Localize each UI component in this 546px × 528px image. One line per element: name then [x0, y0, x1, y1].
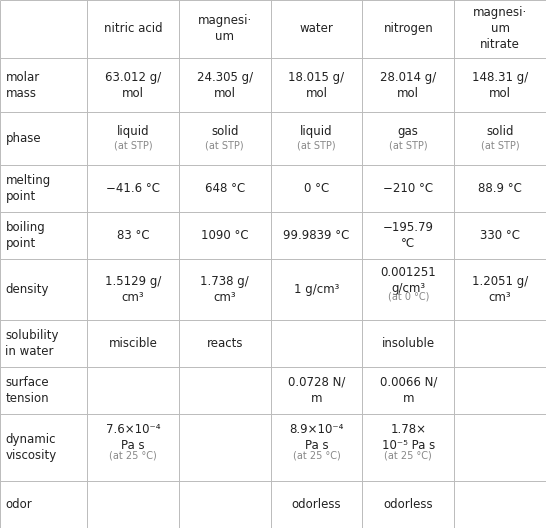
- Text: (at STP): (at STP): [297, 140, 336, 150]
- Text: (at 25 °C): (at 25 °C): [109, 450, 157, 460]
- Text: molar
mass: molar mass: [5, 71, 40, 100]
- Text: 648 °C: 648 °C: [205, 182, 245, 195]
- Text: odorless: odorless: [292, 498, 341, 511]
- Text: magnesi·
um
nitrate: magnesi· um nitrate: [473, 6, 527, 51]
- Text: 83 °C: 83 °C: [117, 229, 149, 242]
- Text: 0 °C: 0 °C: [304, 182, 329, 195]
- Text: nitric acid: nitric acid: [104, 22, 162, 35]
- Text: solubility
in water: solubility in water: [5, 329, 59, 358]
- Text: −41.6 °C: −41.6 °C: [106, 182, 160, 195]
- Text: magnesi·
um: magnesi· um: [198, 14, 252, 43]
- Text: 0.0066 N/
m: 0.0066 N/ m: [379, 376, 437, 405]
- Text: (at 25 °C): (at 25 °C): [293, 450, 340, 460]
- Text: 88.9 °C: 88.9 °C: [478, 182, 522, 195]
- Text: (at 0 °C): (at 0 °C): [388, 291, 429, 301]
- Text: 1.738 g/
cm³: 1.738 g/ cm³: [200, 275, 249, 304]
- Text: reacts: reacts: [206, 337, 243, 350]
- Text: solid: solid: [486, 125, 514, 138]
- Text: solid: solid: [211, 125, 239, 138]
- Text: 24.305 g/
mol: 24.305 g/ mol: [197, 71, 253, 100]
- Text: 1.78×
10⁻⁵ Pa s: 1.78× 10⁻⁵ Pa s: [382, 423, 435, 452]
- Text: insoluble: insoluble: [382, 337, 435, 350]
- Text: (at STP): (at STP): [114, 140, 152, 150]
- Text: density: density: [5, 283, 49, 296]
- Text: 0.001251
g/cm³: 0.001251 g/cm³: [381, 266, 436, 295]
- Text: 148.31 g/
mol: 148.31 g/ mol: [472, 71, 528, 100]
- Text: phase: phase: [5, 132, 41, 145]
- Text: odorless: odorless: [383, 498, 433, 511]
- Text: 330 °C: 330 °C: [480, 229, 520, 242]
- Text: boiling
point: boiling point: [5, 221, 45, 250]
- Text: water: water: [300, 22, 334, 35]
- Text: 63.012 g/
mol: 63.012 g/ mol: [105, 71, 161, 100]
- Text: (at STP): (at STP): [205, 140, 244, 150]
- Text: odor: odor: [5, 498, 32, 511]
- Text: 7.6×10⁻⁴
Pa s: 7.6×10⁻⁴ Pa s: [105, 423, 160, 452]
- Text: 1.2051 g/
cm³: 1.2051 g/ cm³: [472, 275, 528, 304]
- Text: 1 g/cm³: 1 g/cm³: [294, 283, 339, 296]
- Text: gas: gas: [398, 125, 419, 138]
- Text: −210 °C: −210 °C: [383, 182, 434, 195]
- Text: liquid: liquid: [117, 125, 149, 138]
- Text: (at STP): (at STP): [389, 140, 428, 150]
- Text: surface
tension: surface tension: [5, 376, 49, 405]
- Text: melting
point: melting point: [5, 174, 51, 203]
- Text: nitrogen: nitrogen: [383, 22, 433, 35]
- Text: 1090 °C: 1090 °C: [201, 229, 248, 242]
- Text: dynamic
viscosity: dynamic viscosity: [5, 433, 57, 462]
- Text: miscible: miscible: [109, 337, 157, 350]
- Text: 99.9839 °C: 99.9839 °C: [283, 229, 349, 242]
- Text: 28.014 g/
mol: 28.014 g/ mol: [380, 71, 436, 100]
- Text: 18.015 g/
mol: 18.015 g/ mol: [288, 71, 345, 100]
- Text: 0.0728 N/
m: 0.0728 N/ m: [288, 376, 345, 405]
- Text: (at STP): (at STP): [481, 140, 519, 150]
- Text: 8.9×10⁻⁴
Pa s: 8.9×10⁻⁴ Pa s: [289, 423, 343, 452]
- Text: (at 25 °C): (at 25 °C): [384, 450, 432, 460]
- Text: 1.5129 g/
cm³: 1.5129 g/ cm³: [105, 275, 161, 304]
- Text: liquid: liquid: [300, 125, 333, 138]
- Text: −195.79
°C: −195.79 °C: [383, 221, 434, 250]
